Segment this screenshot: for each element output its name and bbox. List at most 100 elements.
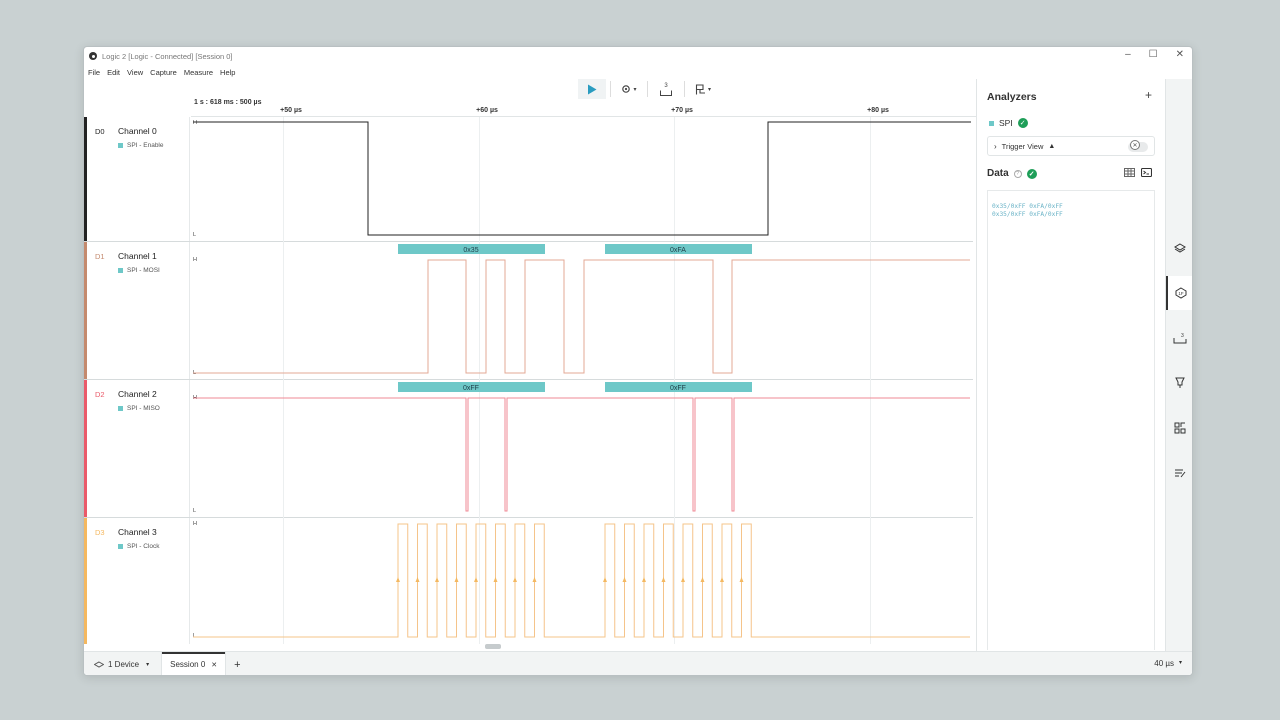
decoded-frame[interactable] xyxy=(605,244,752,254)
device-selector[interactable]: 1 Device ▾ xyxy=(94,660,149,669)
channel-name[interactable]: Channel 3 xyxy=(118,527,157,537)
table-view-icon[interactable] xyxy=(1124,168,1135,177)
title-bar: Logic 2 [Logic - Connected] [Session 0] … xyxy=(84,47,1192,65)
layers-icon xyxy=(1174,243,1186,253)
channel-2-waveform: 0xFF 0xFF xyxy=(193,380,970,518)
check-circle-icon: ✓ xyxy=(1017,118,1028,128)
analyzers-panel: Analyzers + SPI ✓ › Trigger View ▲ ✕ Dat… xyxy=(976,79,1164,651)
start-capture-button[interactable] xyxy=(578,79,606,99)
decoded-frame[interactable] xyxy=(398,382,545,392)
channel-name[interactable]: Channel 2 xyxy=(118,389,157,399)
low-label: L xyxy=(193,232,197,238)
terminal-output[interactable]: 0x35/0xFF 0xFA/0xFF 0x35/0xFF 0xFA/0xFF xyxy=(987,190,1155,650)
svg-text:1F: 1F xyxy=(1178,291,1184,296)
analyzer-color-swatch xyxy=(118,268,123,273)
notes-tab[interactable] xyxy=(1166,456,1192,490)
spi-analyzer-item[interactable]: SPI ✓ xyxy=(989,118,1028,128)
check-circle-icon: ✓ xyxy=(1026,168,1037,179)
channel-color-bar xyxy=(84,518,87,644)
menu-help[interactable]: Help xyxy=(220,67,236,77)
terminal-line: 0x35/0xFF 0xFA/0xFF xyxy=(992,211,1063,218)
minimize-button[interactable]: – xyxy=(1125,49,1131,60)
high-label: H xyxy=(193,120,197,126)
play-icon xyxy=(588,84,597,94)
frame-label: 0xFF xyxy=(463,385,479,392)
zoom-selector[interactable]: 40 µs ▾ xyxy=(1154,659,1182,668)
menu-capture[interactable]: Capture xyxy=(150,67,177,77)
clear-icon[interactable]: ✕ xyxy=(1130,140,1140,150)
capture-settings-button[interactable]: ▾ xyxy=(615,79,643,99)
decoded-frame[interactable] xyxy=(398,244,545,254)
trigger-view-label: Trigger View xyxy=(1001,141,1044,151)
chevron-down-icon: ▾ xyxy=(633,86,637,93)
capture-toolbar: ▾ 3 ▾ xyxy=(578,77,717,101)
analyzer-name: SPI - MISO xyxy=(127,405,160,412)
terminal-view-icon[interactable] xyxy=(1141,168,1152,177)
panel-resize-handle[interactable] xyxy=(485,644,501,649)
trigger-count: 3 xyxy=(664,82,668,89)
maximize-button[interactable]: ☐ xyxy=(1148,49,1158,60)
app-window: Logic 2 [Logic - Connected] [Session 0] … xyxy=(83,46,1193,676)
decoded-frame[interactable] xyxy=(605,382,752,392)
chevron-down-icon: ▾ xyxy=(146,662,150,668)
menu-measure[interactable]: Measure xyxy=(183,67,214,77)
session-label: Session 0 xyxy=(170,660,206,669)
extensions-tab[interactable] xyxy=(1166,366,1192,400)
clock-edge-marker xyxy=(454,577,459,582)
channel-index: D0 xyxy=(95,127,105,136)
window-title: Logic 2 [Logic - Connected] [Session 0] xyxy=(102,51,233,61)
status-bar: 1 Device ▾ Session 0 ✕ + 40 µs ▾ xyxy=(84,651,1192,675)
clock-edge-marker xyxy=(661,577,666,582)
device-label: 1 Device xyxy=(108,660,140,669)
clock-edge-marker xyxy=(622,577,627,582)
menu-bar: File Edit View Capture Measure Help xyxy=(84,65,235,79)
layout-tab[interactable] xyxy=(1166,411,1192,445)
channel-index: D3 xyxy=(95,528,105,537)
clock-edge-marker xyxy=(642,577,646,582)
svg-text:3: 3 xyxy=(1181,333,1184,339)
clock-edge-marker xyxy=(681,577,685,582)
time-ruler[interactable]: 1 s : 618 ms : 500 µs +50 µs +60 µs +70 … xyxy=(191,99,976,117)
trigger-view-row[interactable]: › Trigger View ▲ ✕ xyxy=(987,136,1155,156)
clock-edge-marker xyxy=(415,577,420,582)
add-analyzer-button[interactable]: + xyxy=(1144,88,1152,102)
data-header: Data ? ✓ xyxy=(987,168,1037,179)
menu-file[interactable]: File xyxy=(88,67,101,77)
right-sidebar: 1F 3 xyxy=(1165,79,1192,651)
notes-icon xyxy=(1175,469,1186,478)
clock-edge-marker xyxy=(396,577,400,582)
channel-1-row[interactable]: D1 Channel 1 SPI - MOSI H L 0x35 0xFA xyxy=(84,242,973,380)
menu-view[interactable]: View xyxy=(127,67,144,77)
menu-edit[interactable]: Edit xyxy=(107,67,121,77)
channel-2-row[interactable]: D2 Channel 2 SPI - MISO H L 0xFF 0xFF xyxy=(84,380,973,518)
marker-button[interactable]: ▾ xyxy=(689,79,717,99)
high-label: H xyxy=(193,521,197,527)
toolbar-divider xyxy=(684,81,685,97)
data-title: Data xyxy=(987,168,1009,179)
timing-markers-tab[interactable]: 3 xyxy=(1166,321,1192,355)
channel-3-row[interactable]: D3 Channel 3 SPI - Clock H L xyxy=(84,518,973,644)
close-button[interactable]: ✕ xyxy=(1175,49,1184,60)
channel-0-row[interactable]: D0 Channel 0 SPI - Enable H L xyxy=(84,117,973,242)
app-logo-icon xyxy=(89,52,97,60)
analyzer-name: SPI - Enable xyxy=(127,142,164,149)
channel-index: D2 xyxy=(95,390,105,399)
clock-edge-marker xyxy=(720,577,724,582)
frame-label: 0xFF xyxy=(670,385,686,392)
clock-edge-marker xyxy=(474,577,478,582)
time-tick: +60 µs xyxy=(476,107,498,114)
trigger-button[interactable]: 3 xyxy=(652,79,680,99)
channel-color-bar xyxy=(84,117,87,241)
analyzers-tab[interactable]: 1F xyxy=(1166,276,1192,310)
clock-edge-marker xyxy=(532,577,537,582)
help-icon[interactable]: ? xyxy=(1013,169,1022,178)
device-settings-tab[interactable] xyxy=(1166,231,1192,265)
chevron-right-icon: › xyxy=(994,141,997,151)
channel-name[interactable]: Channel 0 xyxy=(118,126,157,136)
channel-name[interactable]: Channel 1 xyxy=(118,251,157,261)
analyzer-tag: SPI - MISO xyxy=(118,405,160,412)
tab-session-0[interactable]: Session 0 ✕ xyxy=(161,651,227,675)
close-tab-icon[interactable]: ✕ xyxy=(211,661,218,669)
add-session-button[interactable]: + xyxy=(234,658,241,671)
channel-label: D1 Channel 1 SPI - MOSI xyxy=(87,242,190,379)
